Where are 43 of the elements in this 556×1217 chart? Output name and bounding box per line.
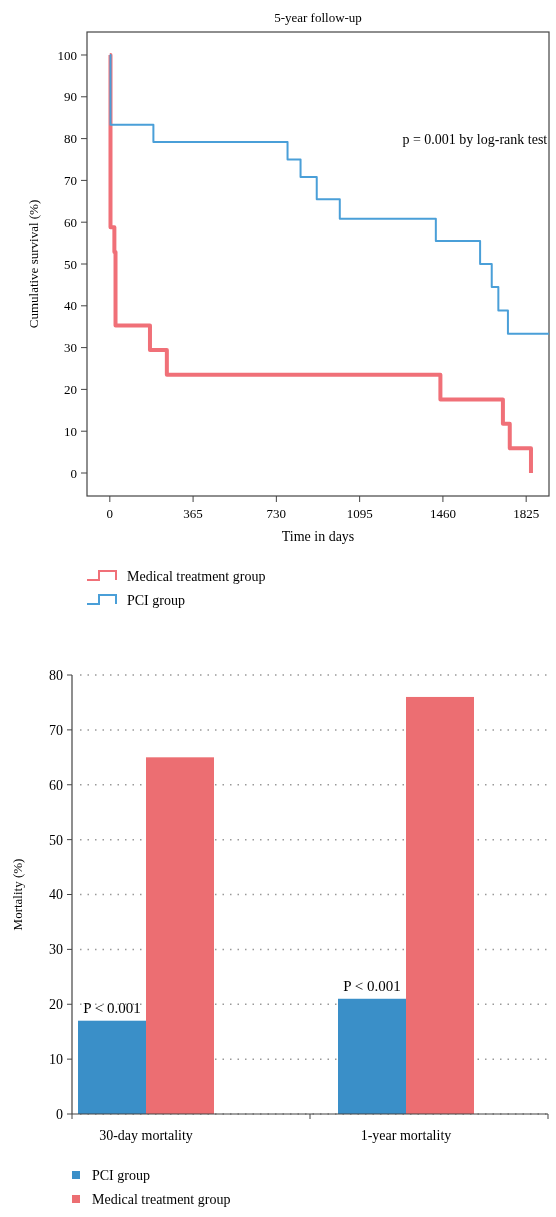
bar (78, 1020, 146, 1114)
y-tick-label: 40 (64, 298, 77, 314)
y-tick-label: 70 (64, 172, 77, 188)
chart-title: 5-year follow-up (274, 10, 362, 25)
x-tick-label: 1-year mortality (360, 1128, 452, 1143)
y-tick-label: 30 (64, 340, 77, 356)
annotation: P < 0.001 (343, 977, 401, 994)
bar (146, 757, 214, 1114)
y-tick-label: 20 (49, 997, 63, 1013)
y-tick-label: 60 (49, 777, 63, 793)
legend-label: PCI group (127, 592, 185, 608)
y-tick-label: 70 (49, 722, 63, 738)
x-tick-label: 1825 (513, 506, 540, 521)
y-tick-label: 0 (56, 1106, 63, 1122)
y-tick-label: 80 (64, 131, 77, 147)
x-tick-label: 30-day mortality (99, 1128, 193, 1143)
y-tick-label: 0 (70, 465, 77, 481)
y-tick-label: 30 (49, 942, 63, 958)
legend-label: Medical treatment group (92, 1191, 231, 1207)
y-tick-label: 50 (64, 256, 77, 272)
bar (406, 696, 474, 1114)
y-tick-label: 50 (49, 832, 63, 848)
x-tick-label: 1460 (429, 506, 456, 521)
y-tick-label: 20 (64, 381, 77, 397)
y-tick-label: 40 (49, 887, 63, 903)
legend-label: Medical treatment group (127, 568, 266, 584)
y-tick-label: 100 (57, 47, 77, 63)
x-tick-label: 1095 (346, 506, 373, 521)
y-tick-label: 90 (64, 89, 77, 105)
bar (338, 998, 406, 1114)
x-axis-title: Time in days (281, 529, 355, 544)
annotation: p = 0.001 by log-rank test (402, 131, 548, 147)
annotation: P < 0.001 (83, 999, 141, 1016)
x-tick-label: 0 (106, 506, 114, 521)
y-tick-label: 10 (49, 1052, 63, 1068)
legend-label: PCI group (92, 1167, 150, 1183)
y-axis-title: Cumulative survival (%) (26, 199, 41, 329)
x-tick-label: 365 (183, 506, 203, 521)
y-tick-label: 80 (49, 667, 63, 683)
y-axis-title: Mortality (%) (10, 858, 25, 931)
x-tick-label: 730 (266, 506, 287, 521)
y-tick-label: 10 (64, 423, 77, 439)
y-tick-label: 60 (64, 214, 77, 230)
